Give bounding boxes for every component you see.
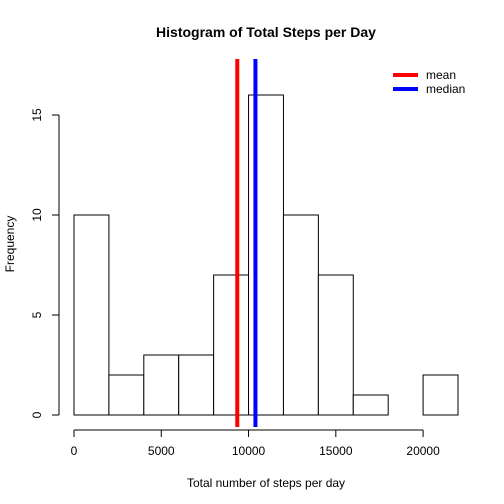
x-tick-label: 20000 (406, 444, 440, 458)
y-tick-label: 15 (30, 108, 44, 122)
x-axis-label: Total number of steps per day (187, 476, 345, 490)
x-axis: 0 5000 10000 15000 20000 (71, 429, 440, 458)
reference-lines (235, 59, 258, 427)
histogram-bar (143, 354, 180, 416)
histogram-bar (352, 394, 389, 416)
histogram-bar (422, 374, 459, 416)
histogram-bar (282, 214, 319, 416)
legend-median-label: median (426, 82, 465, 96)
histogram-bar (317, 274, 354, 416)
x-tick-label: 15000 (319, 444, 353, 458)
x-tick-label: 0 (71, 444, 78, 458)
y-axis-label: Frequency (3, 216, 17, 273)
chart-title: Histogram of Total Steps per Day (156, 24, 376, 40)
x-tick-label: 10000 (232, 444, 266, 458)
histogram-bar (213, 274, 250, 416)
legend-mean-label: mean (426, 68, 456, 82)
y-axis: 0 5 10 15 (30, 108, 60, 418)
y-tick-label: 5 (30, 311, 44, 318)
x-tick-label: 5000 (148, 444, 175, 458)
histogram-bar (178, 354, 215, 416)
y-tick-label: 0 (30, 411, 44, 418)
histogram-bars (73, 94, 459, 416)
histogram-bar (108, 374, 145, 416)
y-tick-label: 10 (30, 208, 44, 222)
histogram-bar (73, 214, 110, 416)
